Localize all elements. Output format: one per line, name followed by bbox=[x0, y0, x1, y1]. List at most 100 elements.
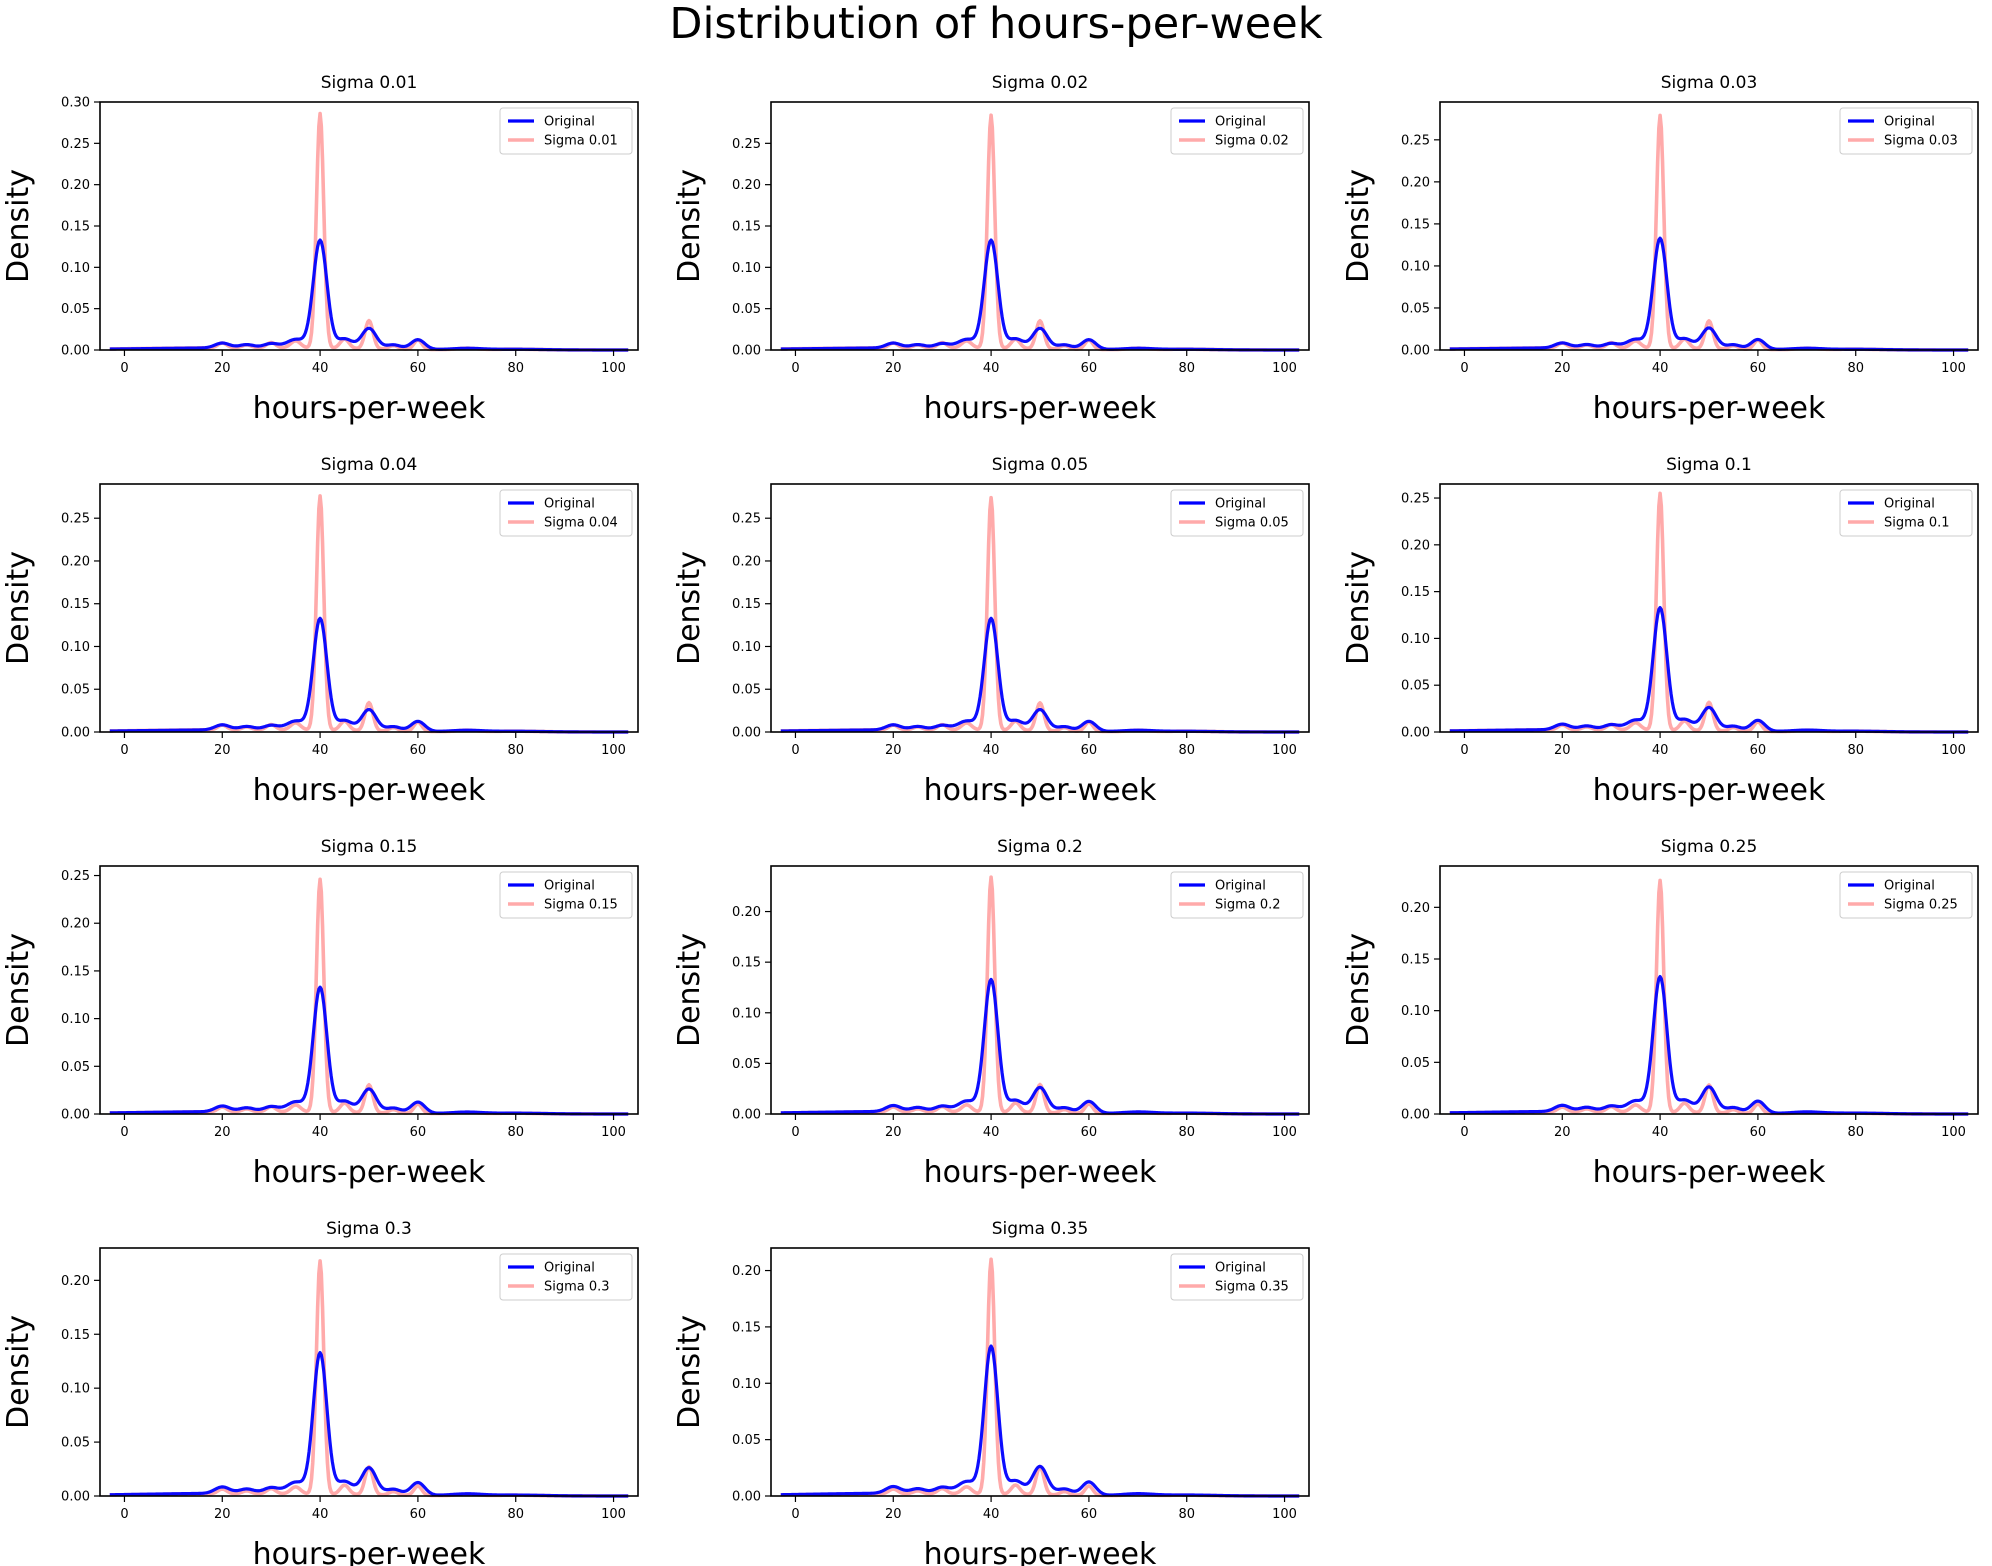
x-tick-label: 0 bbox=[120, 743, 128, 758]
x-tick-label: 100 bbox=[1941, 1125, 1966, 1140]
axes-frame bbox=[99, 483, 639, 733]
x-tick-label: 80 bbox=[1178, 1125, 1195, 1140]
x-tick-label: 0 bbox=[1460, 1125, 1468, 1140]
y-tick-label: 0.10 bbox=[61, 1012, 90, 1027]
x-axis-label: hours-per-week bbox=[924, 773, 1157, 808]
legend-sigma-label: Sigma 0.2 bbox=[1215, 898, 1281, 913]
x-tick-label: 20 bbox=[885, 743, 902, 758]
x-tick-label: 60 bbox=[410, 361, 427, 376]
y-tick-label: 0.10 bbox=[732, 640, 761, 655]
x-tick-label: 100 bbox=[1941, 361, 1966, 376]
y-tick-label: 0.00 bbox=[732, 344, 761, 359]
figure-title: Distribution of hours-per-week bbox=[669, 0, 1322, 49]
y-tick-label: 0.15 bbox=[1401, 953, 1430, 968]
y-tick-label: 0.05 bbox=[61, 683, 90, 698]
original-density-line bbox=[1449, 974, 1969, 1116]
legend-original-label: Original bbox=[544, 497, 595, 512]
legend-sigma-label: Sigma 0.3 bbox=[544, 1280, 610, 1295]
y-tick-label: 0.05 bbox=[732, 302, 761, 317]
x-tick-label: 0 bbox=[791, 1507, 799, 1522]
x-tick-label: 20 bbox=[214, 743, 231, 758]
legend-original-label: Original bbox=[1884, 115, 1935, 130]
x-tick-label: 100 bbox=[1272, 361, 1297, 376]
y-tick-label: 0.05 bbox=[61, 1060, 90, 1075]
y-tick-label: 0.05 bbox=[1401, 1056, 1430, 1071]
x-axis-label: hours-per-week bbox=[253, 391, 486, 426]
y-tick-label: 0.10 bbox=[1401, 259, 1430, 274]
y-tick-label: 0.05 bbox=[1401, 301, 1430, 316]
legend: Original Sigma 0.1 bbox=[1839, 489, 1973, 537]
x-tick-label: 60 bbox=[410, 1125, 427, 1140]
legend-original-label: Original bbox=[544, 879, 595, 894]
subplot-panel: Sigma 0.25 0 20 40 60 80 100 0.00 0.05 0.10 0.15 0.… bbox=[1341, 837, 1979, 1190]
x-tick-label: 40 bbox=[983, 361, 1000, 376]
original-density-line bbox=[1449, 236, 1969, 352]
x-tick-label: 0 bbox=[120, 1125, 128, 1140]
y-tick-label: 0.10 bbox=[61, 640, 90, 655]
subplot-title: Sigma 0.02 bbox=[992, 73, 1089, 93]
legend: Original Sigma 0.35 bbox=[1170, 1253, 1304, 1301]
y-tick-label: 0.15 bbox=[1401, 217, 1430, 232]
y-tick-label: 0.00 bbox=[1401, 1108, 1430, 1123]
original-density-line bbox=[109, 616, 629, 734]
y-axis-label: Density bbox=[672, 1315, 707, 1429]
x-tick-label: 100 bbox=[601, 1125, 626, 1140]
x-tick-label: 80 bbox=[1847, 361, 1864, 376]
original-density-line bbox=[780, 1344, 1300, 1498]
legend-original-label: Original bbox=[544, 115, 595, 130]
x-tick-label: 40 bbox=[983, 1125, 1000, 1140]
y-tick-label: 0.25 bbox=[61, 137, 90, 152]
subplot-panel: Sigma 0.1 0 20 40 60 80 100 0.00 0.05 0.10 0.15 0.2… bbox=[1341, 455, 1979, 808]
x-tick-label: 80 bbox=[507, 1125, 524, 1140]
x-axis-label: hours-per-week bbox=[1593, 391, 1826, 426]
x-axis-label: hours-per-week bbox=[924, 391, 1157, 426]
legend: Original Sigma 0.05 bbox=[1170, 489, 1304, 537]
y-axis-label: Density bbox=[672, 933, 707, 1047]
subplot-panel: Sigma 0.02 0 20 40 60 80 100 0.00 0.05 0.10 0.15 0.… bbox=[672, 73, 1310, 426]
x-axis-label: hours-per-week bbox=[253, 773, 486, 808]
y-tick-label: 0.05 bbox=[732, 1433, 761, 1448]
y-tick-label: 0.05 bbox=[61, 302, 90, 317]
subplot-panel: Sigma 0.2 0 20 40 60 80 100 0.00 0.05 0.10 0.15 0.2… bbox=[672, 837, 1310, 1190]
y-axis-label: Density bbox=[1, 1315, 36, 1429]
y-tick-label: 0.00 bbox=[61, 726, 90, 741]
x-tick-label: 0 bbox=[791, 743, 799, 758]
y-tick-label: 0.15 bbox=[61, 1328, 90, 1343]
x-tick-label: 40 bbox=[1652, 361, 1669, 376]
x-tick-label: 20 bbox=[1554, 1125, 1571, 1140]
y-axis-label: Density bbox=[672, 169, 707, 283]
x-tick-label: 20 bbox=[214, 1507, 231, 1522]
y-tick-label: 0.25 bbox=[1401, 492, 1430, 507]
x-tick-label: 100 bbox=[1272, 1507, 1297, 1522]
y-tick-label: 0.15 bbox=[61, 964, 90, 979]
y-tick-label: 0.00 bbox=[732, 726, 761, 741]
legend-original-label: Original bbox=[1884, 497, 1935, 512]
y-tick-label: 0.00 bbox=[732, 1108, 761, 1123]
subplot-title: Sigma 0.25 bbox=[1661, 837, 1758, 857]
y-tick-label: 0.25 bbox=[61, 869, 90, 884]
y-tick-label: 0.05 bbox=[732, 683, 761, 698]
subplot-title: Sigma 0.35 bbox=[992, 1219, 1089, 1239]
subplot-title: Sigma 0.2 bbox=[997, 837, 1083, 857]
axes-frame bbox=[99, 1247, 639, 1497]
subplot-panel: Sigma 0.3 0 20 40 60 80 100 0.00 0.05 0.10 0.15 0.2… bbox=[1, 1219, 639, 1566]
axes-frame bbox=[770, 865, 1310, 1115]
legend-sigma-label: Sigma 0.05 bbox=[1215, 516, 1289, 531]
x-tick-label: 0 bbox=[120, 361, 128, 376]
x-tick-label: 80 bbox=[1847, 743, 1864, 758]
y-tick-label: 0.25 bbox=[61, 512, 90, 527]
x-tick-label: 40 bbox=[312, 361, 329, 376]
subplot-title: Sigma 0.1 bbox=[1666, 455, 1752, 475]
x-tick-label: 100 bbox=[601, 743, 626, 758]
y-tick-label: 0.00 bbox=[732, 1490, 761, 1505]
y-tick-label: 0.20 bbox=[61, 1274, 90, 1289]
x-tick-label: 60 bbox=[1081, 1507, 1098, 1522]
y-tick-label: 0.20 bbox=[1401, 901, 1430, 916]
x-tick-label: 100 bbox=[1272, 743, 1297, 758]
original-density-line bbox=[109, 1350, 629, 1498]
x-tick-label: 80 bbox=[1178, 743, 1195, 758]
legend-original-label: Original bbox=[1215, 497, 1266, 512]
subplot-title: Sigma 0.04 bbox=[321, 455, 418, 475]
x-tick-label: 0 bbox=[1460, 361, 1468, 376]
x-tick-label: 40 bbox=[312, 743, 329, 758]
